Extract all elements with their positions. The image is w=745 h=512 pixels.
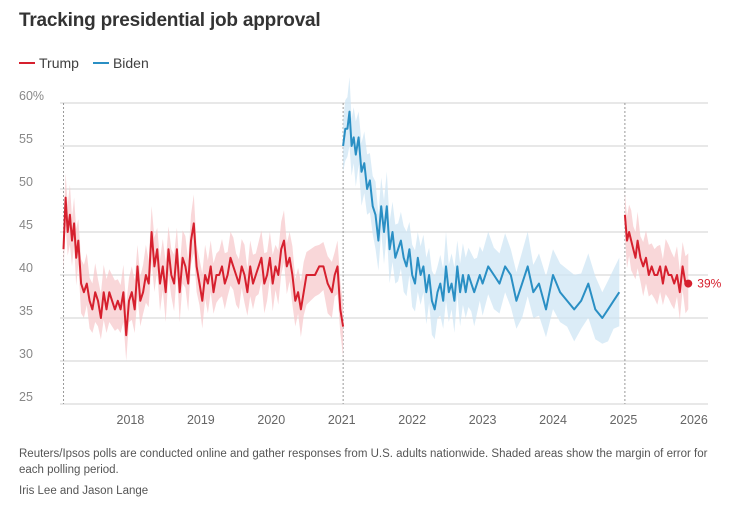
latest-value-dot xyxy=(684,279,693,288)
x-tick-label: 2025 xyxy=(610,413,638,427)
y-tick-label: 60% xyxy=(19,89,44,103)
legend-label-trump: Trump xyxy=(39,55,79,71)
series-line-trump xyxy=(623,214,689,294)
y-tick-label: 30 xyxy=(19,347,33,361)
legend-swatch-biden xyxy=(92,62,109,64)
x-tick-label: 2018 xyxy=(117,413,145,427)
y-tick-label: 55 xyxy=(19,132,33,146)
x-tick-label: 2021 xyxy=(328,413,356,427)
latest-value-label: 39% xyxy=(697,277,721,291)
approval-chart: 60% 55 50 45 40 35 30 25 2018 2019 2020 2021 2022 202… xyxy=(19,77,722,427)
series-line-biden xyxy=(342,110,621,319)
y-tick-label: 40 xyxy=(19,261,33,275)
chart-note: Reuters/Ipsos polls are conducted online… xyxy=(19,448,708,476)
x-tick-label: 2023 xyxy=(469,413,497,427)
series-line-trump xyxy=(62,196,345,337)
chart-title: Tracking presidential job approval xyxy=(19,10,321,31)
y-tick-label: 45 xyxy=(19,218,33,232)
x-tick-label: 2022 xyxy=(398,413,426,427)
x-tick-label: 2024 xyxy=(539,413,567,427)
legend-swatch-trump xyxy=(19,62,35,64)
x-tick-label: 2019 xyxy=(187,413,215,427)
chart-legend: Trump Biden xyxy=(19,55,163,71)
y-tick-label: 25 xyxy=(19,390,33,404)
y-tick-label: 35 xyxy=(19,304,33,318)
byline: Iris Lee and Jason Lange xyxy=(19,485,149,497)
x-tick-label: 2020 xyxy=(257,413,285,427)
y-tick-label: 50 xyxy=(19,175,33,189)
legend-label-biden: Biden xyxy=(112,55,149,71)
legend-item-biden: Biden xyxy=(92,55,149,71)
x-tick-label: 2026 xyxy=(680,413,708,427)
margin-of-error-band-trump xyxy=(624,193,689,320)
legend-item-trump: Trump xyxy=(19,55,79,71)
margin-of-error-band-trump xyxy=(63,173,344,361)
